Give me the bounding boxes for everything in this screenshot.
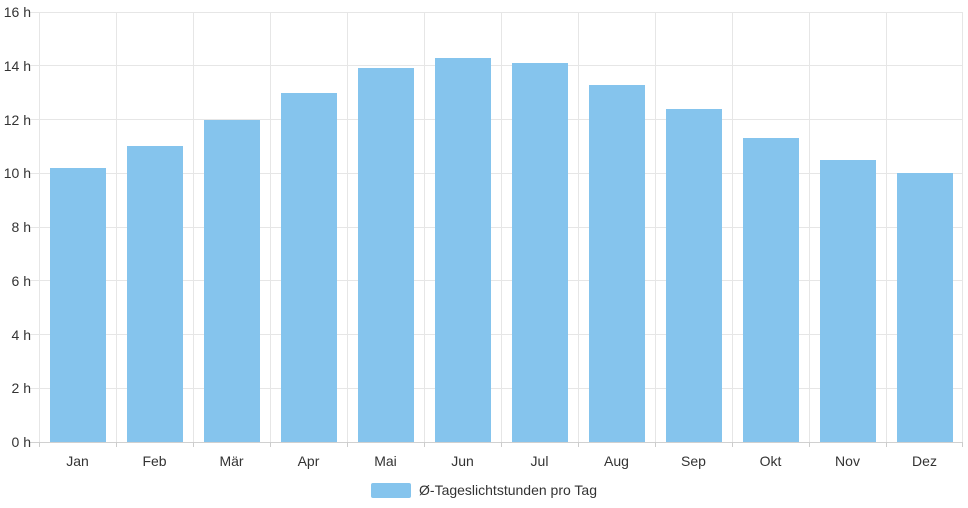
x-axis-tick [654,442,656,447]
bar-jan[interactable] [49,167,106,442]
x-axis-label: Jul [530,453,549,469]
legend-label: Ø-Tageslichtstunden pro Tag [419,482,597,498]
y-axis-label: 6 h [11,272,31,289]
grid-line-h [30,11,963,13]
x-axis-label: Feb [142,453,167,469]
x-axis-tick [500,442,502,447]
x-axis-label: Jun [451,453,474,469]
grid-line-h [30,65,963,67]
x-axis-label: Okt [759,453,782,469]
bar-feb[interactable] [126,146,183,442]
y-axis-label: 14 h [3,57,31,74]
grid-line-h [30,226,963,228]
bar-mär[interactable] [203,119,260,442]
x-axis-tick [192,442,194,447]
plot-area [30,11,963,447]
grid-line-h [30,172,963,174]
x-axis-tick [577,442,579,447]
bar-mai[interactable] [357,68,414,442]
bar-nov[interactable] [819,159,876,442]
legend: Ø-Tageslichtstunden pro Tag [0,482,968,498]
bar-apr[interactable] [280,92,337,442]
grid-line-h [30,280,963,282]
bar-dez[interactable] [896,173,953,442]
grid-line-v [962,12,963,442]
y-axis-label: 8 h [11,219,31,235]
grid-line-h [30,334,963,335]
x-axis-tick [885,442,887,447]
x-axis-label: Aug [604,453,629,469]
x-axis-label: Jan [66,453,89,469]
y-axis-label: 2 h [11,380,31,397]
grid-line-v [269,12,271,442]
bar-jul[interactable] [511,63,568,442]
x-axis-tick [808,442,810,447]
bar-sep[interactable] [665,108,722,442]
x-axis-line [30,441,963,443]
y-axis-label: 10 h [3,165,31,182]
y-axis-label: 16 h [3,4,31,20]
grid-line-h [30,119,963,120]
grid-line-v [38,12,40,442]
grid-line-h [30,387,963,389]
grid-line-v [115,12,117,442]
x-axis-label: Mai [374,453,397,469]
x-axis-tick [962,442,963,447]
bar-jun[interactable] [434,57,491,442]
legend-item-daylight[interactable]: Ø-Tageslichtstunden pro Tag [371,482,597,498]
legend-swatch [371,482,412,498]
grid-line-v [346,12,348,442]
grid-line-v [808,12,810,442]
grid-line-v [192,12,194,442]
bar-okt[interactable] [742,138,799,442]
grid-line-v [654,12,656,442]
x-axis-label: Nov [835,453,860,469]
x-axis-label: Dez [912,453,937,469]
y-axis-label: 0 h [11,434,31,450]
x-axis-tick [423,442,425,447]
y-axis-label: 4 h [11,326,31,343]
grid-line-v [423,12,425,442]
x-axis-label: Mär [219,453,244,469]
x-axis-tick [38,442,40,447]
grid-line-v [731,12,733,442]
x-axis-tick [346,442,348,447]
x-axis-tick [115,442,117,447]
x-axis-label: Apr [297,453,320,469]
y-axis-label: 12 h [3,111,31,128]
x-axis-label: Sep [681,453,706,469]
grid-line-v [885,12,887,442]
grid-line-v [577,12,579,442]
x-axis-tick [269,442,271,447]
x-axis-tick [731,442,733,447]
grid-line-v [500,12,502,442]
bar-aug[interactable] [588,84,645,442]
